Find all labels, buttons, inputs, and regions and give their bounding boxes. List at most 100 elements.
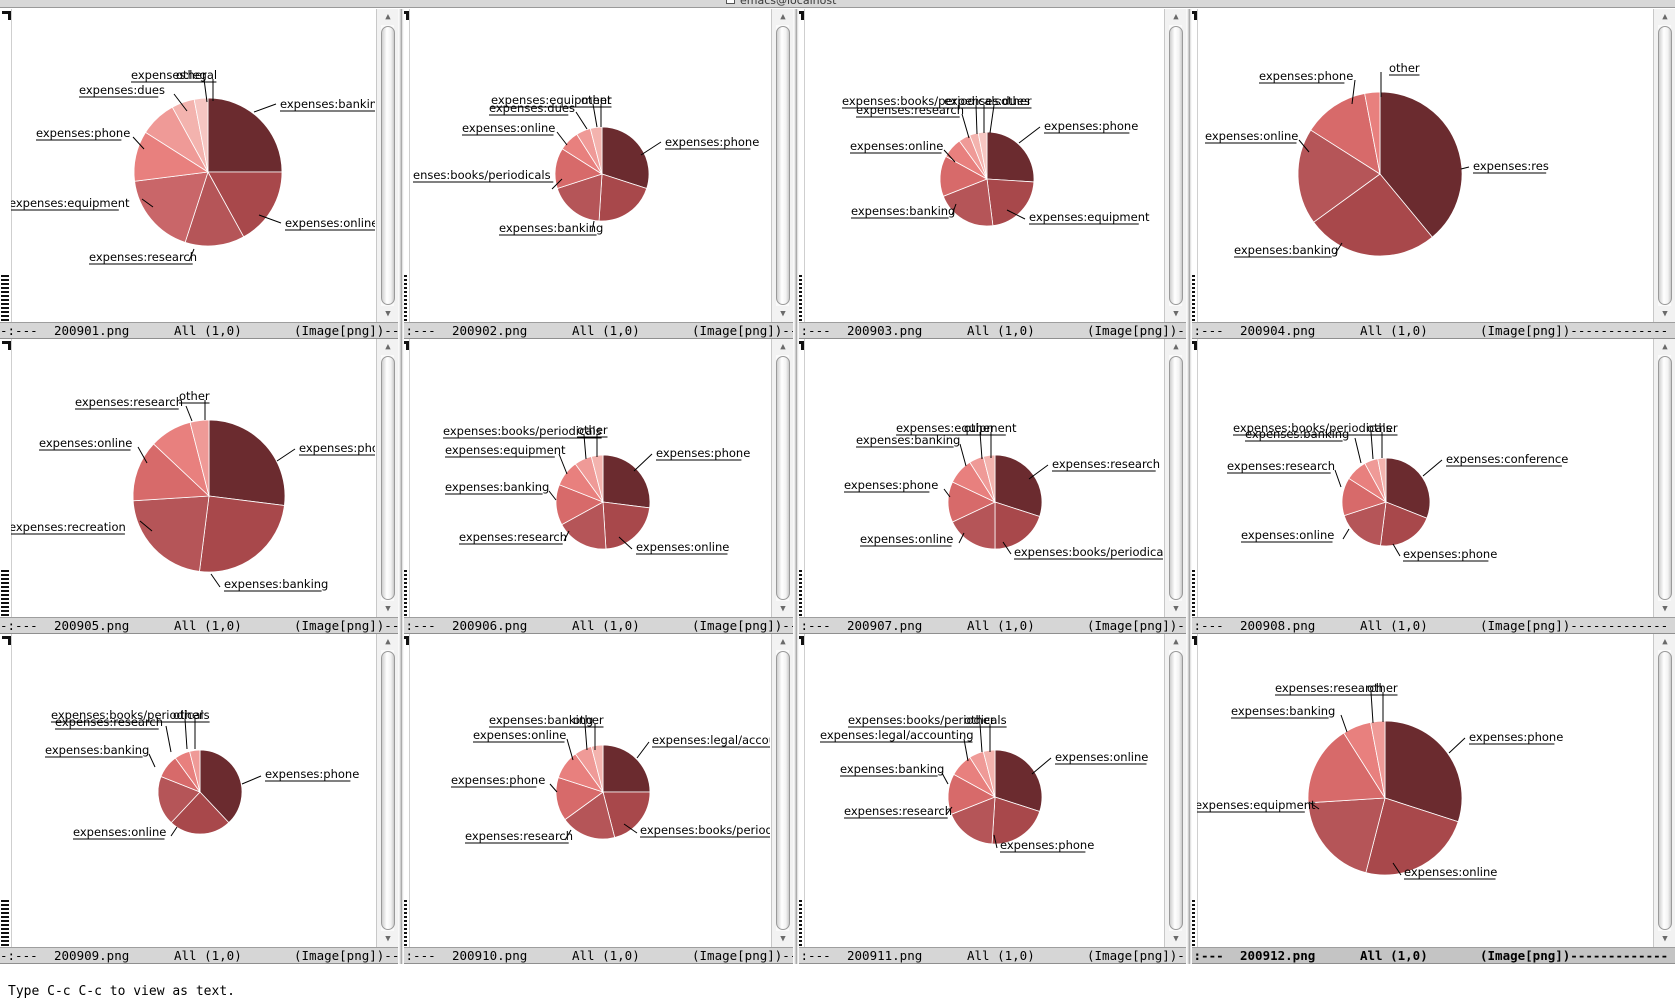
scrollbar-thumb[interactable]	[1169, 651, 1183, 930]
mode-line[interactable]: -:--- 200903.png All (1,0) (Image[png])----…	[793, 322, 1186, 339]
scroll-up-arrow-icon[interactable]: ▲	[1168, 635, 1184, 649]
scrollbar-thumb[interactable]	[381, 356, 395, 600]
scroll-up-arrow-icon[interactable]: ▲	[1657, 10, 1673, 24]
emacs-window[interactable]: expenses:phone expenses:banking expenses:r…	[0, 339, 398, 634]
vertical-scrollbar[interactable]: ▲ ▼	[376, 634, 398, 947]
pie-slice-label: expenses:online	[1241, 528, 1334, 542]
mode-line[interactable]: -:--- 200904.png All (1,0) (Image[png])----…	[1186, 322, 1675, 339]
mode-line[interactable]: -:--- 200901.png All (1,0) (Image[png])----…	[0, 322, 398, 339]
label-leader-line	[584, 723, 588, 751]
scrollbar-thumb[interactable]	[1658, 356, 1672, 600]
scrollbar-thumb[interactable]	[776, 26, 790, 305]
minibuffer[interactable]: Type C-c C-c to view as text.	[0, 982, 1675, 1004]
vertical-scrollbar[interactable]: ▲ ▼	[771, 634, 793, 947]
emacs-frame: expenses:banking expenses:online expenses:…	[0, 9, 1675, 1004]
window-body[interactable]: expenses:phone expenses:banking enses:book…	[398, 9, 793, 322]
scroll-up-arrow-icon[interactable]: ▲	[775, 10, 791, 24]
scroll-up-arrow-icon[interactable]: ▲	[380, 10, 396, 24]
vertical-scrollbar[interactable]: ▲ ▼	[376, 339, 398, 617]
window-body[interactable]: expenses:banking expenses:online expenses:…	[0, 9, 398, 322]
scroll-up-arrow-icon[interactable]: ▲	[775, 340, 791, 354]
scrollbar-thumb[interactable]	[381, 26, 395, 305]
mode-line[interactable]: -:--- 200906.png All (1,0) (Image[png])----…	[398, 617, 793, 634]
emacs-window[interactable]: expenses:online expenses:phone expenses:re…	[793, 634, 1186, 964]
scroll-up-arrow-icon[interactable]: ▲	[775, 635, 791, 649]
vertical-scrollbar[interactable]: ▲ ▼	[1164, 634, 1186, 947]
scroll-up-arrow-icon[interactable]: ▲	[1657, 635, 1673, 649]
vertical-scrollbar[interactable]: ▲ ▼	[1164, 339, 1186, 617]
vertical-scrollbar[interactable]: ▲ ▼	[1164, 9, 1186, 322]
emacs-window[interactable]: expenses:phone expenses:equipment expenses…	[793, 9, 1186, 339]
scroll-up-arrow-icon[interactable]: ▲	[380, 635, 396, 649]
emacs-window[interactable]: expenses:res expenses:banking expenses:onl…	[1186, 9, 1675, 339]
emacs-window[interactable]: expenses:research expenses:books/periodic…	[793, 339, 1186, 634]
mode-line[interactable]: -:--- 200907.png All (1,0) (Image[png])----…	[793, 617, 1186, 634]
mode-line[interactable]: -:--- 200912.png All (1,0) (Image[png])----…	[1186, 947, 1675, 964]
mode-line-major-mode: (Image[png])-------------	[1480, 323, 1669, 338]
vertical-scrollbar[interactable]: ▲ ▼	[1653, 9, 1675, 322]
pie-slice-label: expenses:phone	[665, 135, 759, 149]
scrollbar-thumb[interactable]	[776, 651, 790, 930]
window-body[interactable]: expenses:phone expenses:online expenses:eq…	[1186, 634, 1675, 947]
emacs-window[interactable]: expenses:banking expenses:online expenses:…	[0, 9, 398, 339]
scroll-up-arrow-icon[interactable]: ▲	[380, 340, 396, 354]
scrollbar-thumb[interactable]	[776, 356, 790, 600]
emacs-window[interactable]: expenses:phone expenses:online expenses:re…	[398, 339, 793, 634]
pie-slice-label: other	[964, 421, 995, 435]
window-body[interactable]: expenses:phone expenses:banking expenses:r…	[0, 339, 398, 617]
pie-slice	[951, 501, 996, 550]
scrollbar-thumb[interactable]	[1169, 26, 1183, 305]
scrollbar-thumb[interactable]	[1658, 651, 1672, 930]
emacs-window[interactable]: expenses:legal/accoun expenses:books/peri…	[398, 634, 793, 964]
window-body[interactable]: expenses:legal/accoun expenses:books/peri…	[398, 634, 793, 947]
pie-slice-label: expenses:online	[850, 139, 943, 153]
mode-line[interactable]: -:--- 200909.png All (1,0) (Image[png])----…	[0, 947, 398, 964]
window-body[interactable]: expenses:phone expenses:online expenses:re…	[398, 339, 793, 617]
scroll-down-arrow-icon[interactable]: ▼	[1657, 307, 1673, 321]
pie-slice	[1365, 797, 1459, 876]
mode-line[interactable]: -:--- 200908.png All (1,0) (Image[png])----…	[1186, 617, 1675, 634]
window-body[interactable]: expenses:phone expenses:online expenses:ba…	[0, 634, 398, 947]
scroll-down-arrow-icon[interactable]: ▼	[775, 307, 791, 321]
mode-line[interactable]: -:--- 200902.png All (1,0) (Image[png])----…	[398, 322, 793, 339]
mode-line[interactable]: -:--- 200911.png All (1,0) (Image[png])----…	[793, 947, 1186, 964]
pie-slice-label: expenses:legal/accoun	[652, 733, 770, 747]
scroll-up-arrow-icon[interactable]: ▲	[1168, 10, 1184, 24]
scrollbar-thumb[interactable]	[381, 651, 395, 930]
window-body[interactable]: expenses:online expenses:phone expenses:re…	[793, 634, 1186, 947]
scrollbar-thumb[interactable]	[1169, 356, 1183, 600]
window-body[interactable]: expenses:phone expenses:equipment expenses…	[793, 9, 1186, 322]
scroll-down-arrow-icon[interactable]: ▼	[380, 307, 396, 321]
pie-slice-label: expenses:phone	[299, 441, 375, 455]
emacs-window[interactable]: expenses:phone expenses:online expenses:ba…	[0, 634, 398, 964]
scroll-down-arrow-icon[interactable]: ▼	[1657, 932, 1673, 946]
window-divider	[1186, 9, 1192, 339]
scroll-up-arrow-icon[interactable]: ▲	[1168, 340, 1184, 354]
scroll-up-arrow-icon[interactable]: ▲	[1657, 340, 1673, 354]
window-body[interactable]: expenses:research expenses:books/periodic…	[793, 339, 1186, 617]
scroll-down-arrow-icon[interactable]: ▼	[1168, 932, 1184, 946]
vertical-scrollbar[interactable]: ▲ ▼	[771, 9, 793, 322]
vertical-scrollbar[interactable]: ▲ ▼	[1653, 339, 1675, 617]
pie-slice	[1313, 173, 1433, 257]
vertical-scrollbar[interactable]: ▲ ▼	[376, 9, 398, 322]
scroll-down-arrow-icon[interactable]: ▼	[775, 602, 791, 616]
emacs-window[interactable]: expenses:conference expenses:phone expense…	[1186, 339, 1675, 634]
scroll-down-arrow-icon[interactable]: ▼	[775, 932, 791, 946]
vertical-scrollbar[interactable]: ▲ ▼	[771, 339, 793, 617]
label-leader-line	[583, 434, 587, 460]
mode-line[interactable]: -:--- 200905.png All (1,0) (Image[png])----…	[0, 617, 398, 634]
vertical-scrollbar[interactable]: ▲ ▼	[1653, 634, 1675, 947]
scrollbar-thumb[interactable]	[1658, 26, 1672, 305]
mode-line[interactable]: -:--- 200910.png All (1,0) (Image[png])----…	[398, 947, 793, 964]
scroll-down-arrow-icon[interactable]: ▼	[1168, 307, 1184, 321]
scroll-down-arrow-icon[interactable]: ▼	[380, 932, 396, 946]
window-body[interactable]: expenses:conference expenses:phone expense…	[1186, 339, 1675, 617]
scroll-down-arrow-icon[interactable]: ▼	[1168, 602, 1184, 616]
scroll-down-arrow-icon[interactable]: ▼	[1657, 602, 1673, 616]
mode-line-major-mode: (Image[png])-------------	[294, 323, 398, 338]
emacs-window[interactable]: expenses:phone expenses:banking enses:book…	[398, 9, 793, 339]
scroll-down-arrow-icon[interactable]: ▼	[380, 602, 396, 616]
emacs-window[interactable]: expenses:phone expenses:online expenses:eq…	[1186, 634, 1675, 964]
window-body[interactable]: expenses:res expenses:banking expenses:onl…	[1186, 9, 1675, 322]
